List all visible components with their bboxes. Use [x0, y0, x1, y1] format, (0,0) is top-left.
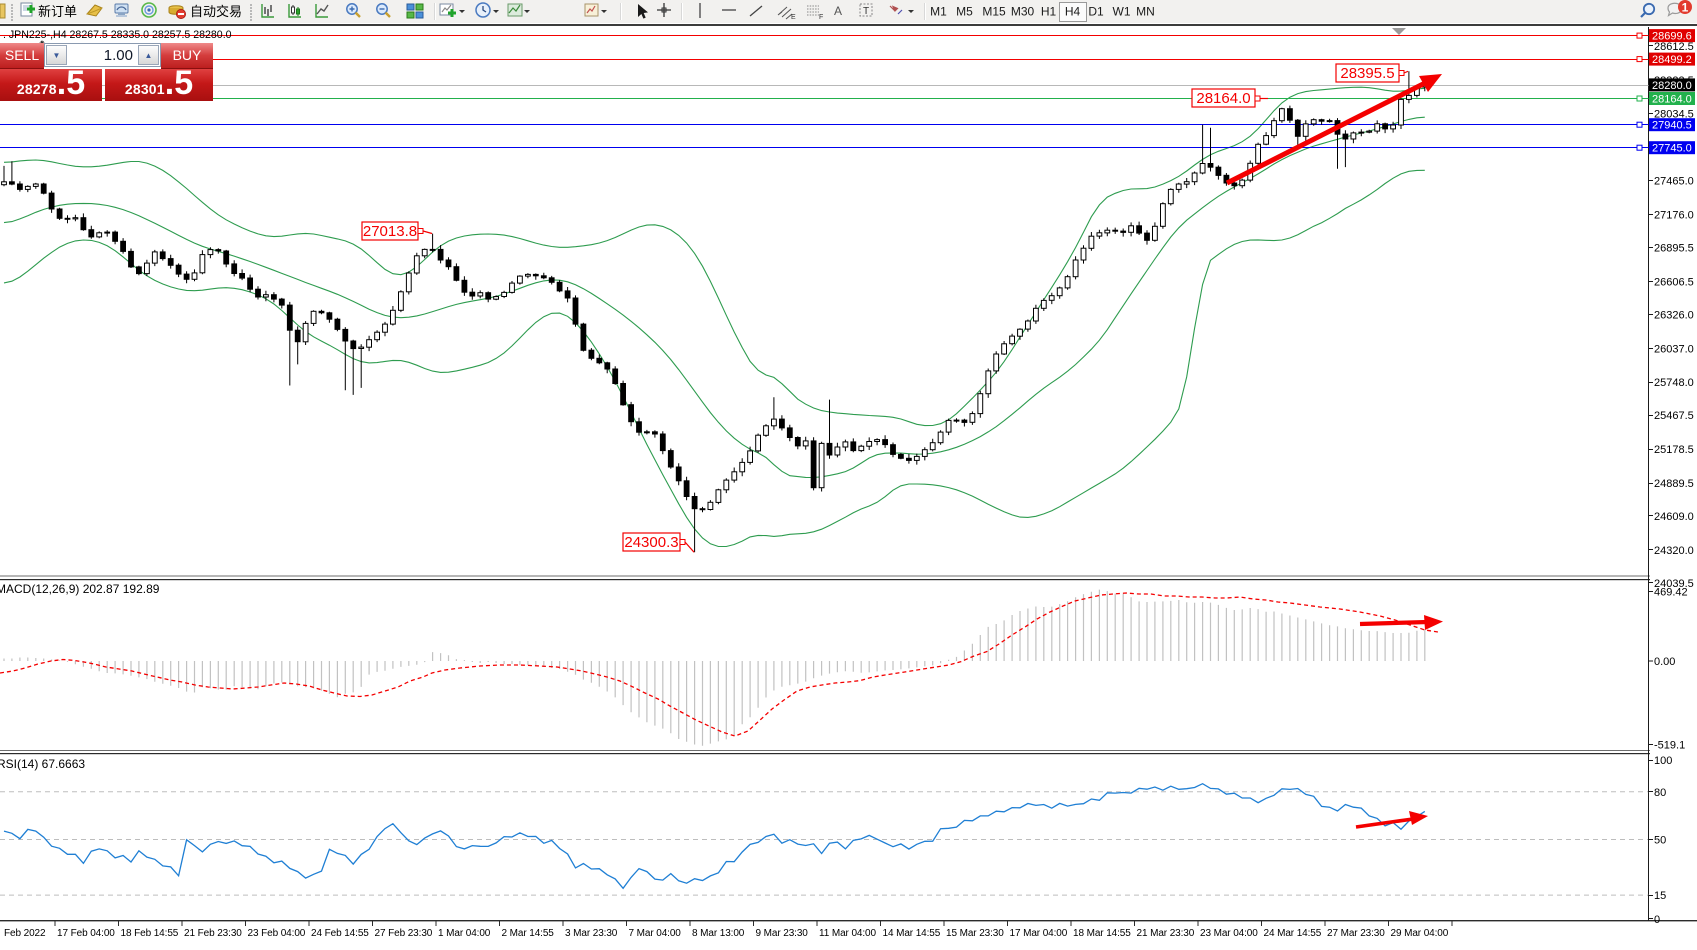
svg-text:H4: H4 [1065, 5, 1081, 19]
svg-text:0: 0 [1654, 914, 1660, 926]
svg-text:. JPN225-,H4 28267.5 28335.0: . JPN225-,H4 28267.5 28335.0 28257.5 282… [3, 29, 232, 41]
svg-text:24609.0: 24609.0 [1654, 511, 1694, 523]
svg-text:0.00: 0.00 [1654, 656, 1675, 668]
svg-text:28499.2: 28499.2 [1652, 54, 1692, 66]
svg-text:27465.0: 27465.0 [1654, 176, 1694, 188]
svg-text:F: F [819, 14, 823, 21]
svg-text:M5: M5 [956, 5, 973, 19]
svg-text:E: E [791, 14, 796, 21]
svg-text:W1: W1 [1113, 5, 1131, 19]
svg-text:H1: H1 [1041, 5, 1057, 19]
svg-text:28612.5: 28612.5 [1654, 41, 1694, 53]
svg-text:28164.0: 28164.0 [1652, 94, 1692, 106]
svg-text:1: 1 [1682, 1, 1689, 15]
svg-text:24 Feb 14:55: 24 Feb 14:55 [311, 928, 369, 939]
svg-text:24320.0: 24320.0 [1654, 545, 1694, 557]
svg-text:17 Mar 04:00: 17 Mar 04:00 [1010, 928, 1068, 939]
svg-text:27013.8: 27013.8 [363, 223, 417, 240]
svg-text:D1: D1 [1088, 5, 1104, 19]
svg-text:7 Mar 04:00: 7 Mar 04:00 [629, 928, 682, 939]
svg-text:26606.5: 26606.5 [1654, 276, 1694, 288]
svg-text:25467.5: 25467.5 [1654, 410, 1694, 422]
svg-text:MACD(12,26,9) 202.87 192.89: MACD(12,26,9) 202.87 192.89 [0, 582, 160, 596]
svg-text:T: T [863, 6, 869, 17]
svg-text:28034.5: 28034.5 [1654, 109, 1694, 121]
svg-text:M30: M30 [1011, 5, 1035, 19]
svg-text:9 Mar 23:30: 9 Mar 23:30 [756, 928, 809, 939]
svg-text:25178.5: 25178.5 [1654, 444, 1694, 456]
svg-text:2 Mar 14:55: 2 Mar 14:55 [502, 928, 555, 939]
svg-text:23 Mar 04:00: 23 Mar 04:00 [1200, 928, 1258, 939]
svg-text:50: 50 [1654, 835, 1666, 847]
svg-text:24 Mar 14:55: 24 Mar 14:55 [1264, 928, 1322, 939]
svg-text:-519.1: -519.1 [1654, 740, 1685, 752]
svg-text:469.42: 469.42 [1654, 587, 1688, 599]
svg-text:26895.5: 26895.5 [1654, 243, 1694, 255]
svg-text:27940.5: 27940.5 [1652, 120, 1692, 132]
svg-text:26326.0: 26326.0 [1654, 309, 1694, 321]
svg-text:18 Mar 14:55: 18 Mar 14:55 [1073, 928, 1131, 939]
svg-text:28699.6: 28699.6 [1652, 31, 1692, 43]
svg-text:11 Mar 04:00: 11 Mar 04:00 [819, 928, 877, 939]
svg-text:27 Mar 23:30: 27 Mar 23:30 [1327, 928, 1385, 939]
svg-text:15 Mar 23:30: 15 Mar 23:30 [946, 928, 1004, 939]
svg-text:26037.0: 26037.0 [1654, 343, 1694, 355]
svg-text:1 Mar 04:00: 1 Mar 04:00 [438, 928, 491, 939]
svg-text:80: 80 [1654, 787, 1666, 799]
svg-text:A: A [834, 4, 842, 18]
svg-text:23 Feb 04:00: 23 Feb 04:00 [248, 928, 306, 939]
svg-text:Feb 2022: Feb 2022 [4, 928, 46, 939]
svg-text:27745.0: 27745.0 [1652, 143, 1692, 155]
svg-text:17 Feb 04:00: 17 Feb 04:00 [57, 928, 115, 939]
svg-text:24039.5: 24039.5 [1654, 578, 1694, 590]
svg-text:M15: M15 [982, 5, 1006, 19]
svg-text:15: 15 [1654, 890, 1666, 902]
svg-text:29 Mar 04:00: 29 Mar 04:00 [1391, 928, 1449, 939]
svg-text:100: 100 [1654, 755, 1672, 767]
svg-text:M1: M1 [930, 5, 947, 19]
svg-text:14 Mar 14:55: 14 Mar 14:55 [883, 928, 941, 939]
svg-text:27 Feb 23:30: 27 Feb 23:30 [375, 928, 433, 939]
svg-text:8 Mar 13:00: 8 Mar 13:00 [692, 928, 745, 939]
svg-text:27176.0: 27176.0 [1654, 210, 1694, 222]
svg-text:新订单: 新订单 [38, 4, 77, 19]
svg-text:3 Mar 23:30: 3 Mar 23:30 [565, 928, 618, 939]
svg-text:MN: MN [1136, 5, 1155, 19]
svg-text:RSI(14) 67.6663: RSI(14) 67.6663 [0, 757, 85, 771]
svg-text:21 Feb 23:30: 21 Feb 23:30 [184, 928, 242, 939]
svg-text:28164.0: 28164.0 [1196, 90, 1250, 107]
svg-text:25748.0: 25748.0 [1654, 377, 1694, 389]
svg-text:28280.0: 28280.0 [1652, 80, 1692, 92]
svg-text:24300.3: 24300.3 [624, 534, 678, 551]
svg-text:24889.5: 24889.5 [1654, 478, 1694, 490]
svg-text:21 Mar 23:30: 21 Mar 23:30 [1137, 928, 1195, 939]
svg-text:自动交易: 自动交易 [190, 4, 242, 19]
svg-text:28395.5: 28395.5 [1340, 65, 1394, 82]
svg-text:18 Feb 14:55: 18 Feb 14:55 [121, 928, 179, 939]
